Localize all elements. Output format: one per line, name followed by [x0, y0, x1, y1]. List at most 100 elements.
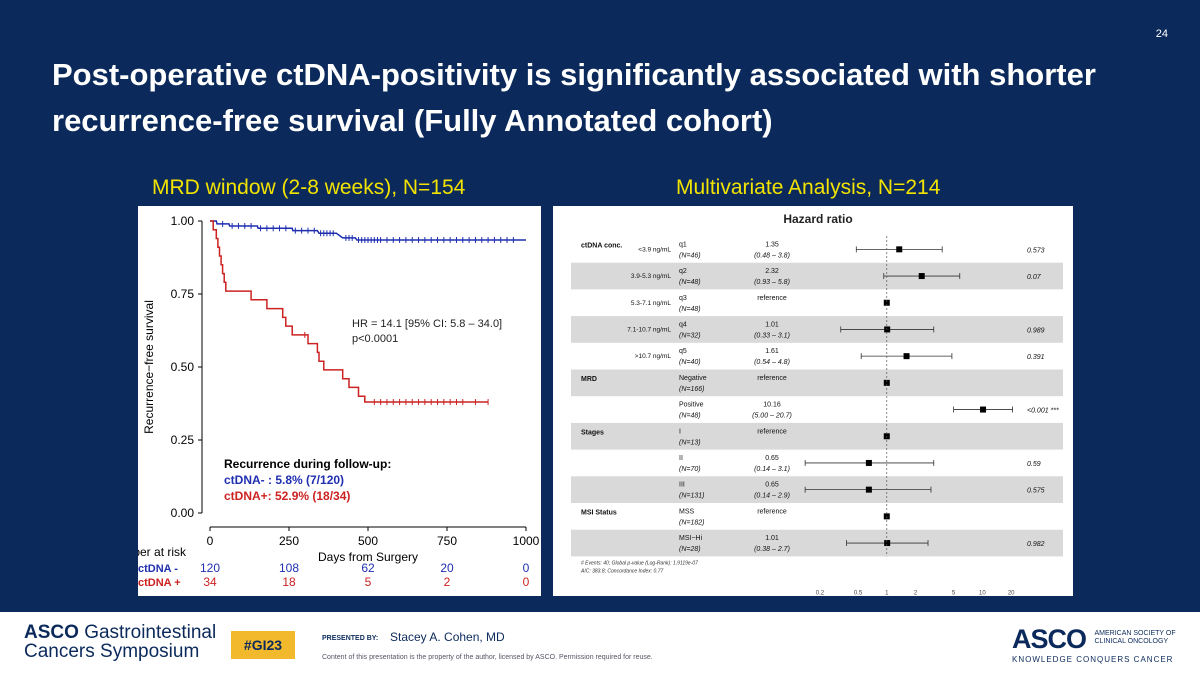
- forest-hr-text: 10.16: [763, 402, 781, 409]
- forest-footnote: AIC: 383.8; Concordance Index: 0.77: [580, 568, 663, 574]
- forest-point: [883, 299, 890, 306]
- forest-hr-text: 2.32: [765, 268, 779, 275]
- forest-n-label: (N=46): [679, 252, 701, 259]
- forest-x-tick-label: 0.2: [816, 590, 825, 596]
- km-recurrence-neg: ctDNA- : 5.8% (7/120): [224, 473, 344, 487]
- forest-point: [896, 246, 903, 253]
- forest-footnote: # Events: 40; Global p-value (Log-Rank):…: [581, 560, 698, 566]
- forest-x-tick-label: 20: [1008, 590, 1015, 596]
- forest-point: [865, 486, 872, 493]
- forest-point: [918, 273, 925, 280]
- km-risk-value: 5: [365, 575, 372, 589]
- forest-group-label: MRD: [581, 376, 597, 383]
- km-risk-value: 62: [361, 561, 375, 575]
- forest-level-label: MSI−Hi: [679, 535, 703, 542]
- forest-p-value: 0.982: [1027, 541, 1045, 548]
- km-p-annotation: p<0.0001: [352, 333, 398, 345]
- forest-level-label: q5: [679, 348, 687, 355]
- forest-group-label: ctDNA conc.: [581, 242, 622, 249]
- km-risk-value: 18: [282, 575, 296, 589]
- km-y-tick-label: 0.00: [171, 506, 195, 520]
- asco-society-text: AMERICAN SOCIETY OF CLINICAL ONCOLOGY: [1094, 630, 1176, 645]
- km-risk-value: 2: [444, 575, 451, 589]
- forest-n-label: (N=28): [679, 546, 701, 553]
- forest-n-label: (N=40): [679, 359, 701, 366]
- km-x-tick-label: 500: [358, 534, 378, 548]
- km-x-tick-label: 0: [207, 534, 214, 548]
- km-risk-value: 0: [523, 575, 530, 589]
- km-recurrence-pos: ctDNA+: 52.9% (18/34): [224, 489, 350, 503]
- disclaimer-text: Content of this presentation is the prop…: [322, 654, 653, 661]
- forest-n-label: (N=131): [679, 493, 704, 500]
- presented-by-label: PRESENTED BY:: [322, 635, 379, 642]
- forest-level-label: q1: [679, 241, 687, 248]
- km-risk-value: 20: [440, 561, 454, 575]
- km-y-tick-label: 0.25: [171, 433, 195, 447]
- forest-n-label: (N=48): [679, 279, 701, 286]
- forest-level-label: q4: [679, 321, 687, 328]
- km-risk-row-label: ctDNA -: [138, 563, 178, 575]
- km-y-tick-label: 1.00: [171, 214, 195, 228]
- km-x-tick-label: 1000: [513, 534, 540, 548]
- forest-hr-text: 1.01: [765, 321, 779, 328]
- page-number: 24: [1155, 28, 1168, 40]
- forest-n-label: (N=32): [679, 332, 701, 339]
- forest-n-label: (N=13): [679, 439, 701, 446]
- forest-ci-text: (5.00 – 20.7): [752, 413, 792, 420]
- forest-point: [884, 540, 891, 547]
- km-risk-value: 108: [279, 561, 299, 575]
- forest-level-label: MSS: [679, 508, 695, 515]
- forest-p-value: 0.07: [1027, 274, 1042, 281]
- forest-n-label: (N=70): [679, 466, 701, 473]
- forest-hr-text: reference: [757, 508, 787, 515]
- km-curve-ctdna-neg: [210, 220, 526, 241]
- forest-n-label: (N=166): [679, 386, 704, 393]
- forest-level-label: Negative: [679, 375, 707, 382]
- slide-title: Post-operative ctDNA-positivity is signi…: [52, 57, 1096, 138]
- km-risk-value: 0: [523, 561, 530, 575]
- forest-ci-text: (0.33 – 3.1): [754, 332, 790, 339]
- km-risk-row-label: ctDNA +: [138, 577, 181, 589]
- forest-p-value: 0.573: [1027, 247, 1045, 254]
- forest-ci-text: (0.48 – 3.8): [754, 252, 790, 259]
- forest-hr-text: reference: [757, 375, 787, 382]
- km-x-axis-title: Days from Surgery: [318, 550, 418, 564]
- forest-heading: Multivariate Analysis, N=214: [676, 176, 941, 199]
- forest-hr-text: 1.35: [765, 241, 779, 248]
- symposium-logo: ASCO Gastrointestinal Cancers Symposium: [24, 622, 216, 663]
- forest-hr-text: 0.65: [765, 482, 779, 489]
- km-y-tick-label: 0.75: [171, 287, 195, 301]
- forest-title: Hazard ratio: [783, 212, 852, 226]
- forest-p-value: <0.001 ***: [1027, 408, 1059, 415]
- forest-sub-label: >10.7 ng/mL: [635, 353, 672, 360]
- forest-x-tick-label: 0.5: [854, 590, 863, 596]
- forest-row-shade: [571, 422, 1063, 450]
- forest-hr-text: reference: [757, 295, 787, 302]
- asco-logo-text: ASCO: [1012, 624, 1087, 654]
- asco-tagline: KNOWLEDGE CONQUERS CANCER: [1012, 655, 1174, 664]
- forest-sub-label: 7.1-10.7 ng/mL: [627, 326, 671, 333]
- forest-hr-text: 0.65: [765, 455, 779, 462]
- km-hr-annotation: HR = 14.1 [95% CI: 5.8 – 34.0]: [352, 318, 502, 330]
- footer: [0, 612, 1200, 675]
- km-y-tick-label: 0.50: [171, 360, 195, 374]
- logo-asco-text: ASCO: [24, 622, 79, 643]
- forest-row-shade: [571, 529, 1063, 557]
- km-x-tick-label: 250: [279, 534, 299, 548]
- logo-gi-text: Gastrointestinal: [84, 622, 217, 643]
- km-heading: MRD window (2-8 weeks), N=154: [152, 176, 466, 199]
- forest-n-label: (N=48): [679, 306, 701, 313]
- forest-x-tick-label: 5: [952, 590, 956, 596]
- forest-x-tick-label: 1: [885, 590, 889, 596]
- km-risk-value: 120: [200, 561, 220, 575]
- km-y-axis-title: Recurrence−free survival: [142, 300, 156, 434]
- forest-n-label: (N=48): [679, 413, 701, 420]
- km-curve-ctdna-pos: [210, 220, 489, 403]
- forest-row-shade: [571, 369, 1063, 397]
- forest-ci-text: (0.14 – 2.9): [754, 493, 790, 500]
- km-recurrence-title: Recurrence during follow-up:: [224, 457, 391, 471]
- forest-sub-label: <3.9 ng/mL: [638, 246, 671, 253]
- forest-row-shade: [571, 316, 1063, 343]
- forest-group-label: Stages: [581, 429, 604, 436]
- forest-n-label: (N=182): [679, 519, 704, 526]
